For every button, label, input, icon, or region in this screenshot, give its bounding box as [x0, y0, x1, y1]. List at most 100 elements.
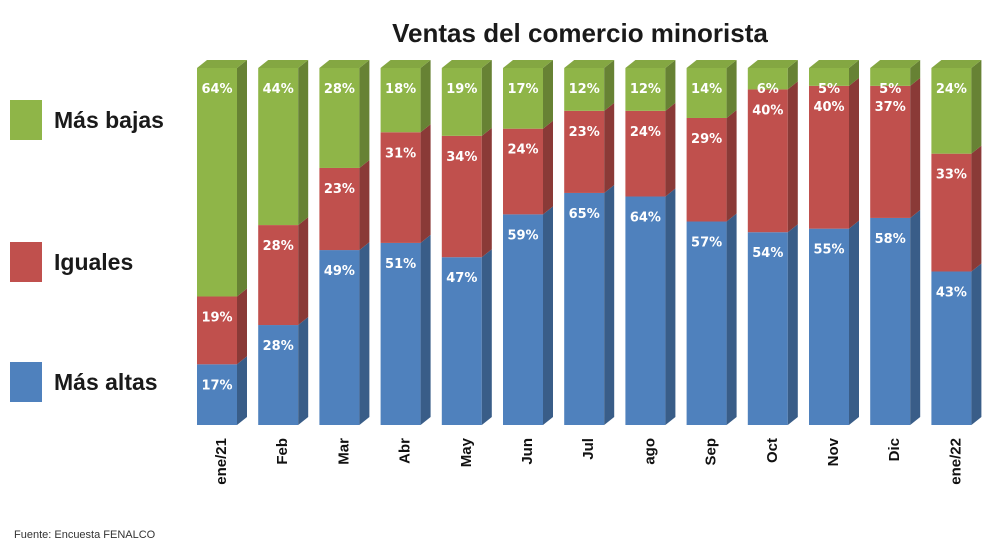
- bar-iguales-1: [258, 225, 299, 326]
- bar-side-mas-altas-3: [420, 234, 431, 425]
- data-label-iguales-8: 29%: [691, 132, 722, 147]
- x-tick-label-2: Mar: [335, 438, 352, 465]
- footnote: Fuente: Encuesta FENALCO: [14, 529, 156, 541]
- data-label-mas-bajas-5: 17%: [507, 82, 538, 97]
- bar-iguales-10: [809, 85, 849, 229]
- bar-top-mas-bajas-11: [870, 60, 921, 68]
- x-tick-label-7: ago: [641, 438, 658, 465]
- data-label-mas-altas-5: 59%: [507, 228, 538, 243]
- data-label-iguales-0: 19%: [201, 310, 232, 325]
- bar-side-mas-bajas-7: [665, 60, 676, 111]
- bar-side-mas-altas-12: [971, 263, 982, 425]
- bar-mas-altas-2: [319, 250, 360, 425]
- bar-side-mas-bajas-0: [237, 60, 247, 297]
- bar-side-mas-altas-11: [910, 209, 921, 425]
- bar-side-mas-altas-6: [604, 184, 615, 425]
- data-label-mas-bajas-1: 44%: [263, 82, 294, 97]
- bar-side-mas-altas-7: [665, 188, 676, 425]
- bar-side-mas-altas-5: [543, 206, 553, 425]
- data-label-mas-bajas-7: 12%: [630, 82, 661, 97]
- bar-mas-bajas-8: [686, 68, 727, 118]
- bar-top-mas-bajas-1: [258, 60, 309, 68]
- legend-item-mas-bajas: Más bajas: [10, 100, 164, 140]
- x-tick-label-11: Dic: [886, 438, 903, 461]
- data-label-iguales-10: 40%: [813, 100, 844, 115]
- legend-swatch-mas-altas: [10, 362, 42, 402]
- bar-side-iguales-2: [359, 159, 370, 251]
- x-tick-label-8: Sep: [703, 438, 720, 466]
- data-label-mas-bajas-3: 18%: [385, 82, 416, 97]
- bar-iguales-11: [870, 85, 911, 218]
- bar-top-mas-bajas-8: [686, 60, 737, 68]
- bar-mas-altas-11: [870, 217, 911, 425]
- bar-mas-bajas-7: [625, 68, 666, 111]
- bar-side-iguales-5: [543, 120, 553, 215]
- bar-mas-altas-12: [931, 271, 972, 425]
- data-label-mas-bajas-2: 28%: [324, 82, 355, 97]
- data-label-mas-altas-1: 28%: [263, 339, 294, 354]
- x-tick-label-1: Feb: [274, 438, 291, 465]
- data-label-mas-altas-6: 65%: [569, 207, 600, 222]
- x-tick-label-5: Jun: [519, 438, 536, 465]
- data-label-iguales-1: 28%: [263, 239, 294, 254]
- bar-side-mas-bajas-2: [359, 60, 370, 168]
- data-label-mas-bajas-8: 14%: [691, 82, 722, 97]
- legend-item-iguales: Iguales: [10, 242, 133, 282]
- data-label-mas-bajas-11: 5%: [879, 82, 901, 97]
- data-label-mas-altas-2: 49%: [324, 264, 355, 279]
- data-label-iguales-6: 23%: [569, 125, 600, 140]
- data-label-mas-altas-12: 43%: [936, 285, 967, 300]
- bar-mas-altas-1: [258, 325, 299, 425]
- legend-item-mas-altas: Más altas: [10, 362, 158, 402]
- bar-side-mas-bajas-5: [543, 60, 553, 129]
- data-label-mas-bajas-6: 12%: [569, 82, 600, 97]
- bar-mas-altas-10: [809, 228, 849, 425]
- data-label-mas-bajas-12: 24%: [936, 82, 967, 97]
- bar-top-mas-bajas-4: [441, 60, 492, 68]
- data-label-iguales-3: 31%: [385, 146, 416, 161]
- bar-top-mas-bajas-3: [380, 60, 431, 68]
- chart-title: Ventas del comercio minorista: [392, 18, 768, 48]
- bar-top-mas-bajas-0: [197, 60, 247, 68]
- data-label-mas-bajas-9: 6%: [757, 82, 779, 97]
- bar-mas-bajas-12: [931, 68, 972, 154]
- bar-side-iguales-12: [971, 145, 982, 272]
- bar-iguales-6: [564, 110, 605, 193]
- data-label-mas-altas-7: 64%: [630, 211, 661, 226]
- bar-mas-altas-4: [441, 257, 482, 425]
- data-label-iguales-9: 40%: [752, 103, 783, 118]
- bar-top-mas-bajas-5: [503, 60, 553, 68]
- bar-mas-bajas-9: [747, 68, 788, 90]
- bar-side-iguales-10: [849, 77, 859, 229]
- x-tick-label-10: Nov: [825, 437, 842, 466]
- x-tick-label-0: ene/21: [213, 438, 230, 485]
- data-label-mas-altas-9: 54%: [752, 246, 783, 261]
- bar-side-mas-bajas-1: [298, 60, 309, 226]
- bar-side-mas-bajas-11: [910, 60, 921, 86]
- bar-iguales-9: [747, 89, 788, 233]
- bar-top-mas-bajas-10: [809, 60, 859, 68]
- bar-side-mas-altas-1: [298, 317, 309, 425]
- bar-side-mas-altas-4: [481, 249, 492, 425]
- bar-mas-altas-5: [503, 214, 543, 425]
- bar-side-mas-altas-8: [726, 213, 737, 425]
- bar-side-iguales-11: [910, 77, 921, 218]
- bar-side-iguales-4: [481, 127, 492, 258]
- bar-top-mas-bajas-7: [625, 60, 676, 68]
- bar-side-mas-altas-9: [787, 224, 798, 425]
- bar-mas-altas-7: [625, 196, 666, 425]
- bar-mas-altas-3: [380, 242, 421, 425]
- bar-side-mas-bajas-10: [849, 60, 859, 86]
- bar-side-iguales-1: [298, 217, 309, 326]
- bar-side-iguales-7: [665, 102, 676, 197]
- data-label-mas-altas-4: 47%: [446, 271, 477, 286]
- bar-side-mas-bajas-8: [726, 60, 737, 118]
- bar-side-mas-bajas-12: [971, 60, 982, 154]
- bar-top-mas-bajas-2: [319, 60, 370, 68]
- x-tick-label-9: Oct: [764, 438, 781, 463]
- bar-top-mas-bajas-12: [931, 60, 982, 68]
- data-label-iguales-7: 24%: [630, 125, 661, 140]
- data-label-iguales-5: 24%: [507, 143, 538, 158]
- x-tick-label-12: ene/22: [947, 438, 964, 485]
